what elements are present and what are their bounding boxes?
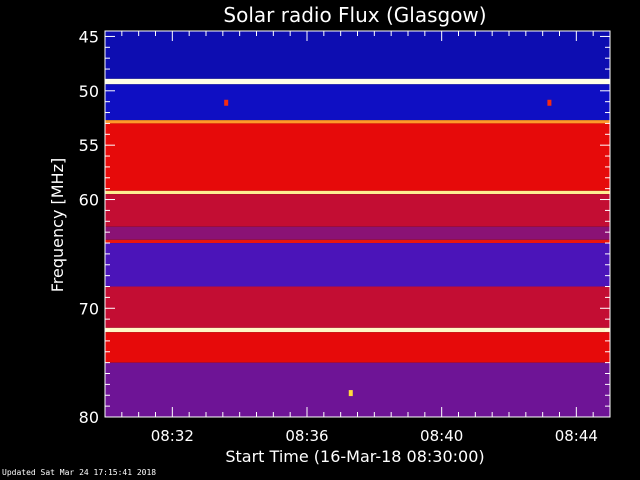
heatmap-band <box>105 226 610 240</box>
x-tick-label: 08:32 <box>151 427 194 445</box>
heatmap-band <box>105 78 610 85</box>
heatmap-spot <box>348 390 353 397</box>
heatmap-spot <box>224 99 229 106</box>
spectrogram-heatmap <box>105 31 610 417</box>
update-timestamp: Updated Sat Mar 24 17:15:41 2018 <box>2 468 157 477</box>
heatmap-band <box>105 243 610 287</box>
y-tick-label: 60 <box>79 191 99 210</box>
x-tick-label: 08:36 <box>285 427 328 445</box>
chart-title: Solar radio Flux (Glasgow) <box>223 3 486 27</box>
heatmap-band <box>105 327 610 333</box>
heatmap-band <box>105 286 610 328</box>
heatmap-spot <box>547 99 552 106</box>
heatmap-band <box>105 123 610 191</box>
y-tick-label: 50 <box>79 82 99 101</box>
plot-axes: 08:32 08:36 08:40 08:44 45 50 55 60 70 80 <box>79 27 611 445</box>
heatmap-band <box>105 190 610 195</box>
y-axis-label: Frequency [MHz] <box>48 158 67 292</box>
heatmap-band <box>105 362 610 417</box>
y-tick-label: 55 <box>79 136 99 155</box>
heatmap-band <box>105 194 610 227</box>
y-tick-label: 80 <box>79 408 99 427</box>
y-tick-label: 70 <box>79 299 99 318</box>
x-tick-label: 08:40 <box>420 427 463 445</box>
x-tick-label: 08:44 <box>555 427 598 445</box>
x-axis-label: Start Time (16-Mar-18 08:30:00) <box>225 447 484 466</box>
heatmap-band <box>105 332 610 363</box>
heatmap-band <box>105 31 610 79</box>
heatmap-band <box>105 84 610 121</box>
y-tick-label: 45 <box>79 27 99 46</box>
heatmap-band <box>105 239 610 244</box>
heatmap-band <box>105 120 610 124</box>
